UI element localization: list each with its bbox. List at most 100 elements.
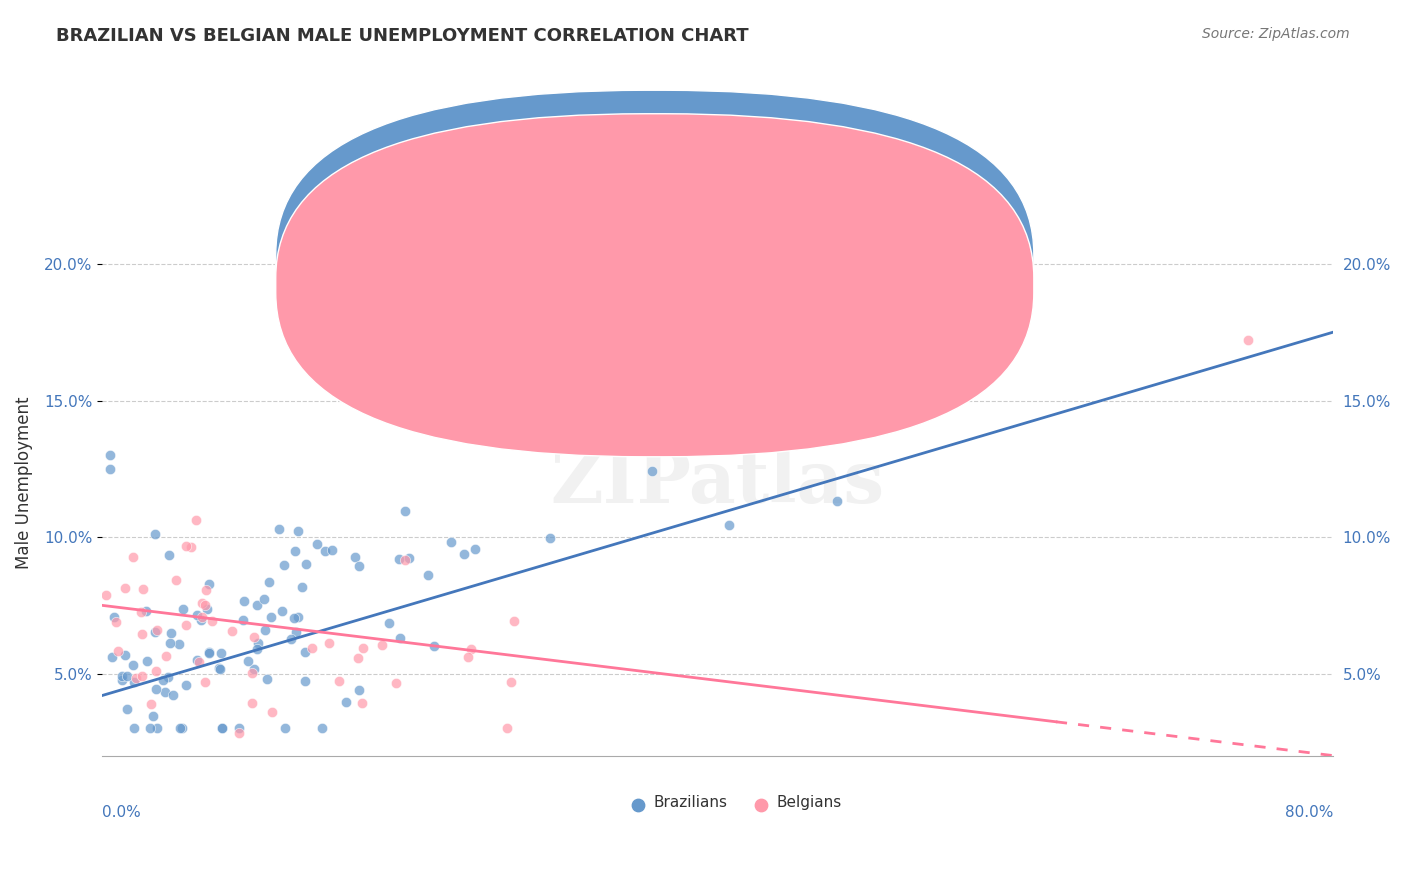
Point — [159, 636, 181, 650]
Point — [114, 648, 136, 662]
Point — [232, 594, 254, 608]
Point — [201, 615, 224, 629]
Point — [157, 670, 180, 684]
Point — [115, 669, 138, 683]
Point — [260, 610, 283, 624]
Point — [285, 624, 308, 639]
Point — [291, 580, 314, 594]
Point — [228, 721, 250, 735]
Point — [416, 568, 439, 582]
Point — [115, 702, 138, 716]
Point — [98, 448, 121, 462]
Point — [135, 654, 157, 668]
Point — [440, 534, 463, 549]
FancyBboxPatch shape — [276, 114, 1033, 457]
Point — [246, 636, 269, 650]
Y-axis label: Male Unemployment: Male Unemployment — [15, 396, 32, 569]
Point — [262, 705, 284, 719]
Point — [350, 696, 373, 710]
Point — [377, 615, 399, 630]
Point — [146, 623, 169, 637]
Point — [146, 721, 169, 735]
Point — [228, 725, 250, 739]
Point — [394, 553, 416, 567]
Point — [349, 682, 371, 697]
Point — [124, 721, 146, 735]
Point — [211, 721, 233, 735]
Text: BRAZILIAN VS BELGIAN MALE UNEMPLOYMENT CORRELATION CHART: BRAZILIAN VS BELGIAN MALE UNEMPLOYMENT C… — [56, 27, 749, 45]
Point — [194, 598, 217, 612]
Point — [384, 676, 406, 690]
Point — [287, 524, 309, 538]
Point — [207, 661, 229, 675]
Text: Belgians: Belgians — [776, 795, 842, 810]
Point — [194, 675, 217, 690]
Point — [496, 722, 519, 736]
Point — [335, 695, 357, 709]
Point — [145, 664, 167, 678]
Text: ZIPatlas: ZIPatlas — [551, 447, 884, 518]
Point — [111, 673, 134, 687]
Point — [167, 638, 190, 652]
Point — [283, 611, 305, 625]
Text: 80.0%: 80.0% — [1285, 805, 1333, 820]
Point — [394, 504, 416, 518]
Point — [157, 549, 180, 563]
Point — [174, 618, 197, 632]
Point — [347, 650, 370, 665]
Point — [718, 518, 741, 533]
Point — [197, 602, 219, 616]
Text: Brazilians: Brazilians — [654, 795, 727, 810]
Point — [307, 537, 329, 551]
Point — [153, 685, 176, 699]
Point — [294, 645, 316, 659]
Point — [314, 544, 336, 558]
Point — [257, 574, 280, 589]
Point — [827, 494, 849, 508]
Point — [271, 604, 294, 618]
Point — [453, 547, 475, 561]
Point — [389, 631, 412, 645]
Point — [198, 577, 221, 591]
Point — [155, 649, 177, 664]
Point — [457, 650, 479, 665]
Point — [186, 608, 208, 623]
Point — [253, 623, 276, 637]
Point — [122, 675, 145, 690]
Point — [253, 592, 276, 607]
Point — [124, 671, 146, 685]
Point — [142, 709, 165, 723]
Point — [311, 721, 333, 735]
Point — [131, 669, 153, 683]
Point — [191, 609, 214, 624]
Point — [139, 721, 162, 735]
Point — [139, 698, 162, 712]
Point — [187, 655, 209, 669]
Point — [318, 636, 340, 650]
Point — [329, 270, 352, 285]
Point — [180, 540, 202, 554]
Point — [246, 642, 269, 657]
Point — [114, 581, 136, 595]
Point — [145, 681, 167, 696]
Point — [352, 641, 374, 656]
Point — [502, 615, 524, 629]
Point — [197, 645, 219, 659]
Point — [1237, 334, 1260, 348]
Point — [104, 615, 127, 630]
Point — [641, 464, 664, 478]
Point — [103, 610, 125, 624]
Point — [538, 531, 561, 545]
Point — [176, 678, 198, 692]
Point — [499, 674, 522, 689]
Point — [191, 596, 214, 610]
Point — [256, 672, 278, 686]
Point — [464, 541, 486, 556]
Point — [294, 558, 316, 572]
Point — [460, 642, 482, 657]
Point — [243, 662, 266, 676]
Point — [388, 552, 411, 566]
Point — [240, 696, 263, 710]
Point — [131, 606, 153, 620]
Point — [236, 654, 259, 668]
